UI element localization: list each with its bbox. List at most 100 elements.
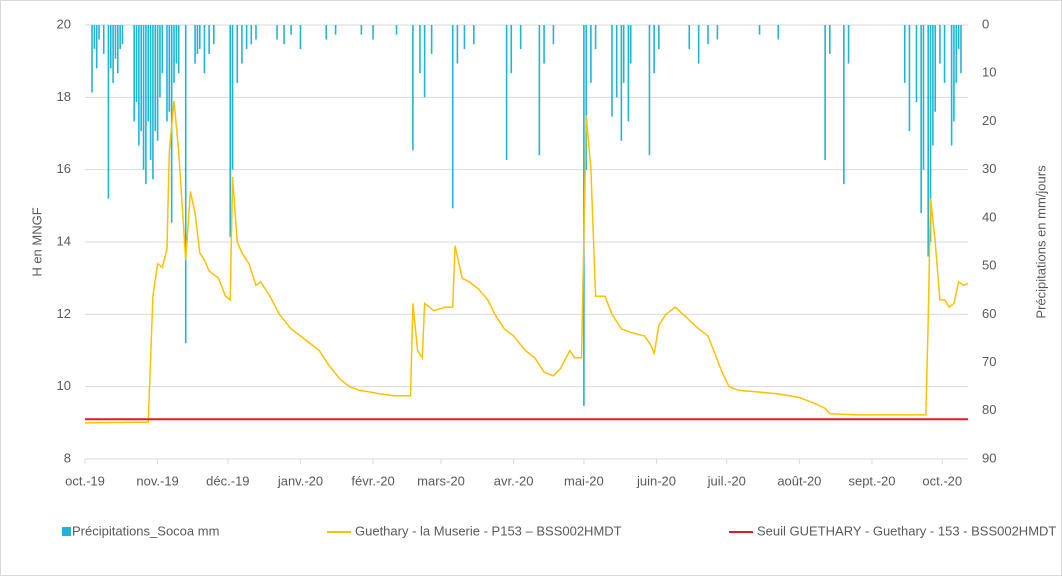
precip-bar — [960, 25, 962, 74]
precip-bar — [627, 25, 630, 122]
precip-bar — [629, 25, 632, 64]
y2-tick-label: 40 — [982, 209, 996, 224]
y2-tick-label: 0 — [982, 16, 989, 31]
precip-bar — [173, 25, 175, 83]
precip-bar — [585, 25, 588, 170]
precip-bar — [955, 25, 958, 83]
precip-bar — [922, 25, 925, 170]
precip-bar — [109, 25, 112, 69]
precip-bar — [334, 25, 337, 35]
precip-bar — [156, 25, 159, 141]
precip-bar — [208, 25, 210, 54]
precip-bar — [688, 25, 691, 50]
precip-bar — [213, 25, 215, 45]
precip-bar — [166, 25, 168, 122]
precip-bar — [372, 25, 374, 40]
precip-bar — [412, 25, 414, 151]
y-tick-label: 12 — [57, 306, 71, 321]
precip-bar — [198, 25, 201, 50]
legend-label: Guethary - la Muserie - P153 – BSS002HMD… — [355, 523, 622, 538]
precip-bar — [250, 25, 253, 45]
precip-bar — [620, 25, 623, 141]
y2-axis-label: Précipitations en mm/jours — [1033, 165, 1048, 319]
precip-bar — [648, 25, 651, 156]
y-tick-label: 16 — [57, 161, 71, 176]
precip-bar — [920, 25, 922, 214]
precip-bar — [290, 25, 292, 35]
precip-bar — [939, 25, 941, 64]
precip-bar — [824, 25, 826, 161]
precip-bar — [138, 25, 140, 146]
y2-tick-label: 50 — [982, 258, 996, 273]
precip-bar — [419, 25, 421, 74]
precip-bar — [147, 25, 150, 122]
precip-bar — [622, 25, 625, 83]
precip-bar — [519, 25, 522, 50]
precip-bar — [903, 25, 906, 83]
precip-bar — [325, 25, 328, 40]
precip-bar — [653, 25, 655, 74]
precip-bar — [658, 25, 660, 50]
precip-bar — [196, 25, 199, 54]
y-tick-label: 8 — [64, 450, 71, 465]
precip-bar — [229, 25, 232, 238]
precip-bar — [543, 25, 545, 64]
precip-bar — [145, 25, 147, 185]
precip-bar — [276, 25, 278, 40]
x-tick-label: août-20 — [777, 473, 821, 488]
y2-tick-label: 10 — [982, 65, 996, 80]
precip-bar — [121, 25, 124, 45]
precip-bar — [184, 25, 187, 344]
precip-bar — [463, 25, 466, 50]
precip-bar — [241, 25, 243, 64]
y2-tick-label: 80 — [982, 402, 996, 417]
x-tick-label: avr.-20 — [494, 473, 534, 488]
series-line — [84, 100, 969, 424]
precip-bar — [716, 25, 719, 40]
precip-bar — [114, 25, 117, 59]
y2-tick-label: 60 — [982, 306, 996, 321]
precip-bar — [594, 25, 597, 50]
precip-bar — [510, 25, 513, 74]
precip-bar — [430, 25, 433, 54]
precip-bar — [423, 25, 426, 98]
precip-bar — [112, 25, 114, 83]
precip-bar — [133, 25, 135, 122]
precip-bar — [473, 25, 475, 45]
precip-bar — [707, 25, 709, 45]
precip-bar — [957, 25, 960, 50]
y-axis-label: H en MNGF — [29, 207, 44, 276]
x-tick-label: nov.-19 — [136, 473, 178, 488]
precip-bar — [299, 25, 302, 50]
y2-tick-label: 90 — [982, 450, 996, 465]
precip-bar — [175, 25, 178, 64]
precip-bar — [142, 25, 145, 170]
precip-bar — [943, 25, 946, 83]
precip-bar — [908, 25, 911, 132]
precip-bar — [953, 25, 955, 122]
precip-bar — [915, 25, 918, 103]
x-tick-label: févr.-20 — [351, 473, 394, 488]
precip-bar — [236, 25, 239, 83]
x-tick-label: juil.-20 — [707, 473, 746, 488]
precip-bar — [245, 25, 248, 50]
precip-bar — [929, 25, 932, 242]
precip-bar — [91, 25, 93, 93]
precip-bar — [107, 25, 110, 199]
precip-bar — [102, 25, 105, 54]
precip-bar — [135, 25, 138, 103]
y2-tick-label: 30 — [982, 161, 996, 176]
precip-bar — [777, 25, 780, 40]
legend-label: Précipitations_Socoa mm — [72, 523, 219, 538]
x-tick-label: juin-20 — [636, 473, 676, 488]
precip-bar — [93, 25, 96, 50]
precip-bar — [927, 25, 929, 257]
precip-bar — [149, 25, 152, 161]
precip-bar — [456, 25, 459, 64]
precip-bar — [843, 25, 845, 185]
precip-bar — [505, 25, 508, 161]
x-tick-label: mars-20 — [417, 473, 465, 488]
precip-bar — [255, 25, 257, 40]
